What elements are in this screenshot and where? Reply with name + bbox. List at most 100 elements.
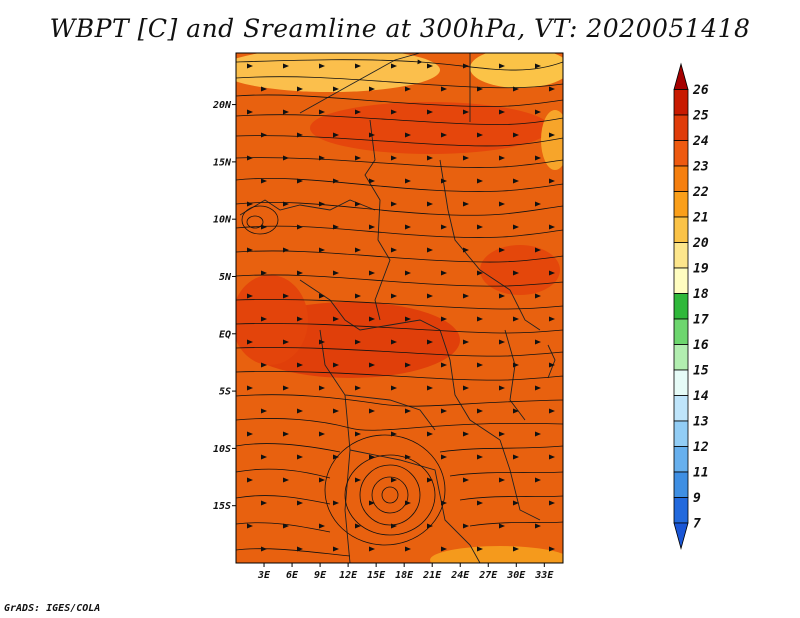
flow-arrow [405, 316, 411, 322]
flow-arrow [247, 385, 253, 391]
lon-tick-label: 6E [286, 570, 299, 581]
flow-arrow [283, 385, 289, 391]
flow-arrow [513, 224, 519, 230]
flow-arrow [319, 155, 325, 161]
colorbar-segment [673, 242, 689, 269]
flow-arrow [319, 109, 325, 115]
colorbar-min-arrow [673, 522, 689, 551]
colorbar-label: 7 [693, 517, 701, 532]
colorbar-segment [673, 471, 689, 498]
colorbar-label: 25 [692, 109, 709, 124]
flow-arrow [369, 362, 375, 368]
flow-arrow [247, 293, 253, 299]
flow-arrow [427, 247, 433, 253]
flow-arrow [297, 408, 303, 414]
flow-arrow [463, 63, 469, 69]
flow-arrow [535, 385, 541, 391]
flow-arrow [535, 339, 541, 345]
flow-arrow [333, 362, 339, 368]
colorbar-segment [673, 497, 689, 524]
flow-arrow [477, 316, 483, 322]
flow-arrow [499, 523, 505, 529]
flow-arrow [499, 385, 505, 391]
flow-arrow [333, 316, 339, 322]
flow-arrow [319, 523, 325, 529]
flow-arrow [261, 316, 267, 322]
flow-arrow [391, 155, 397, 161]
flow-arrow [247, 155, 253, 161]
flow-arrow [441, 362, 447, 368]
flow-arrow [549, 224, 555, 230]
flow-arrow [441, 178, 447, 184]
colorbar-label: 13 [693, 415, 709, 430]
flow-arrow [549, 454, 555, 460]
flow-arrow [261, 270, 267, 276]
flow-arrow [463, 385, 469, 391]
flow-arrow [441, 224, 447, 230]
flow-arrow [297, 546, 303, 552]
flow-arrow [427, 339, 433, 345]
flow-arrow [355, 293, 361, 299]
flow-arrow [283, 155, 289, 161]
flow-arrow [535, 477, 541, 483]
colorbar-label: 15 [693, 364, 709, 379]
flow-arrow [283, 339, 289, 345]
flow-arrow [477, 546, 483, 552]
flow-arrow [319, 63, 325, 69]
flow-arrow [549, 362, 555, 368]
flow-arrow [283, 431, 289, 437]
flow-arrow [477, 408, 483, 414]
colorbar-segment [673, 216, 689, 243]
flow-arrow [369, 178, 375, 184]
flow-arrow [247, 109, 253, 115]
flow-arrow [405, 500, 411, 506]
figure-title: WBPT [C] and Sreamline at 300hPa, VT: 20… [49, 14, 751, 43]
flow-arrow [427, 201, 433, 207]
map-panel [235, 52, 564, 564]
flow-arrow [441, 546, 447, 552]
colorbar-segment [673, 191, 689, 218]
flow-arrow [441, 270, 447, 276]
flow-arrow [319, 385, 325, 391]
flow-arrow [297, 316, 303, 322]
flow-arrow [333, 408, 339, 414]
lon-tick-label: 30E [506, 570, 526, 581]
flow-arrow [333, 454, 339, 460]
flow-arrow [463, 201, 469, 207]
flow-arrow [355, 63, 361, 69]
flow-arrow [369, 454, 375, 460]
flow-arrow [427, 109, 433, 115]
flow-arrow [247, 477, 253, 483]
flow-arrow [261, 86, 267, 92]
flow-arrow [391, 477, 397, 483]
flow-arrow [261, 224, 267, 230]
lat-tick-label: EQ [219, 329, 231, 340]
flow-arrow [405, 132, 411, 138]
flow-arrow [477, 178, 483, 184]
streamlines [236, 59, 563, 557]
flow-arrow [261, 132, 267, 138]
lon-tick-label: 12E [339, 570, 358, 581]
lon-tick-label: 3E [257, 570, 271, 581]
flow-arrow [513, 132, 519, 138]
warm-region-west [236, 275, 308, 365]
flow-arrow [427, 431, 433, 437]
flow-arrow [369, 500, 375, 506]
flow-arrow [477, 86, 483, 92]
flow-arrow [405, 454, 411, 460]
colorbar-label: 9 [693, 491, 701, 506]
colorbar-segment [673, 140, 689, 167]
flow-arrow [405, 546, 411, 552]
flow-arrow [441, 86, 447, 92]
flow-arrow [427, 155, 433, 161]
flow-arrow [549, 270, 555, 276]
flow-arrow [297, 362, 303, 368]
flow-arrow [513, 86, 519, 92]
flow-arrow [535, 293, 541, 299]
colorbar: 26 25 24 23 22 21 20 19 18 17 16 15 14 13 12 11 9 7 [673, 62, 709, 551]
flow-arrow [441, 408, 447, 414]
colorbar-label: 18 [693, 287, 709, 302]
colorbar-label: 11 [693, 466, 709, 481]
flow-arrow [333, 500, 339, 506]
flow-arrow [297, 224, 303, 230]
